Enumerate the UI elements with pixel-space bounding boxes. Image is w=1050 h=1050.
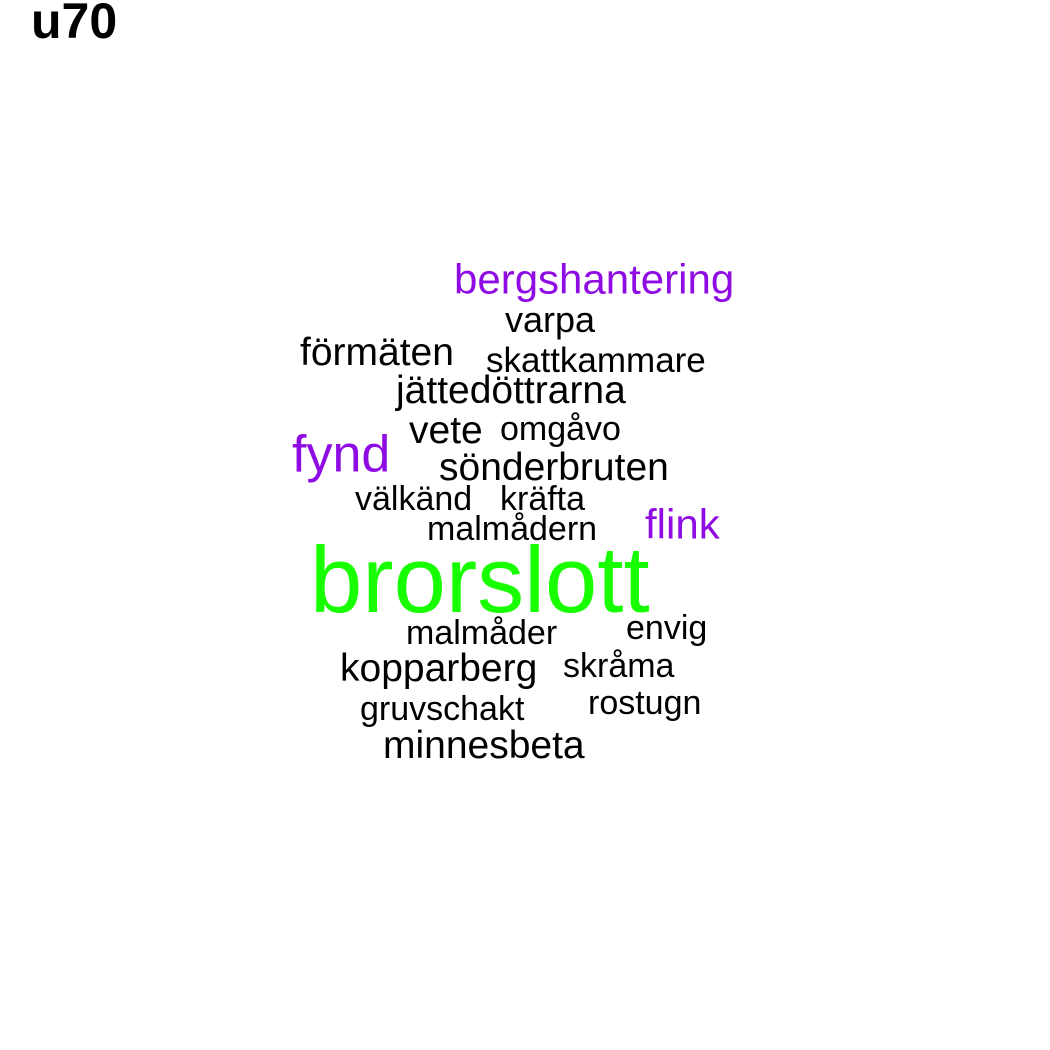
word-brorslott: brorslott bbox=[310, 526, 650, 632]
word-rostugn: rostugn bbox=[588, 683, 702, 722]
word-envig: envig bbox=[626, 608, 708, 647]
word-sonderbruten: sönderbruten bbox=[439, 445, 669, 489]
word-omgavo: omgåvo bbox=[500, 409, 621, 448]
page-title: u70 bbox=[31, 0, 118, 49]
word-valkand: välkänd bbox=[355, 479, 473, 518]
word-varpa: varpa bbox=[505, 299, 596, 341]
word-malmadern: malmådern bbox=[427, 509, 598, 548]
word-bergshantering: bergshantering bbox=[454, 255, 735, 303]
word-jattedottrarna: jättedöttrarna bbox=[396, 368, 626, 412]
word-skattkammare: skattkammare bbox=[486, 341, 706, 380]
word-kopparberg: kopparberg bbox=[340, 646, 538, 690]
word-flink: flink bbox=[645, 500, 720, 548]
word-vete: vete bbox=[409, 408, 483, 452]
word-fynd: fynd bbox=[292, 425, 391, 484]
word-skrama: skråma bbox=[563, 646, 675, 685]
word-formaten: förmäten bbox=[300, 330, 454, 374]
word-krafta: kräfta bbox=[500, 479, 586, 518]
word-malmader: malmåder bbox=[406, 613, 558, 652]
word-gruvschakt: gruvschakt bbox=[360, 689, 525, 728]
word-minnesbeta: minnesbeta bbox=[383, 723, 585, 767]
